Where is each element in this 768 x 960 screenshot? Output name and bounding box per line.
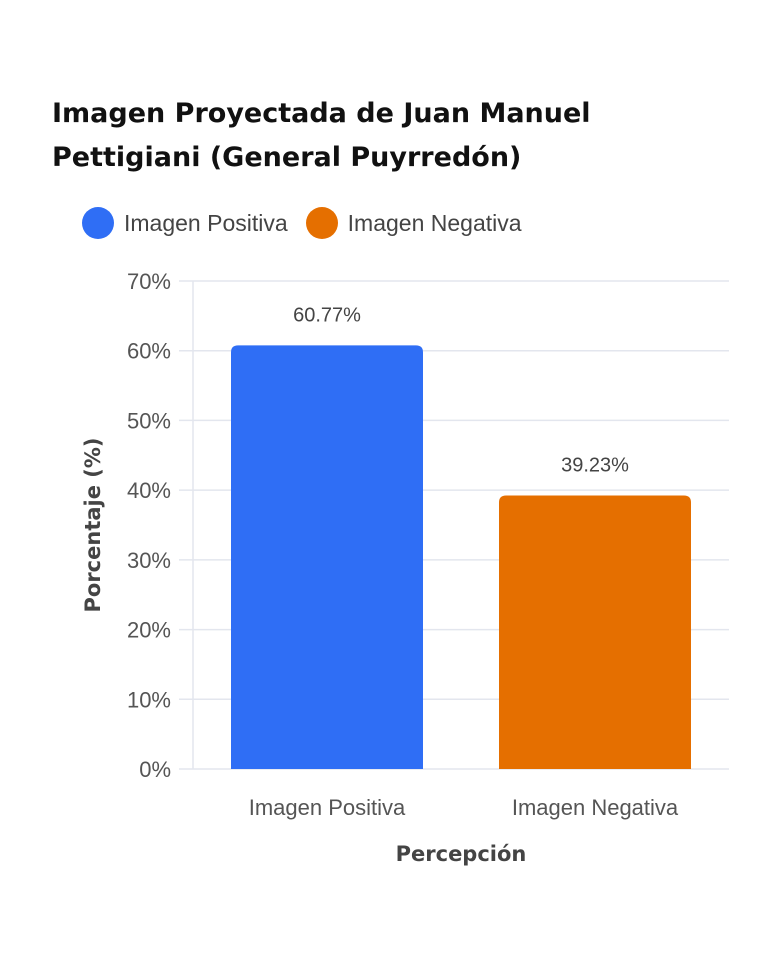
legend-label-positive: Imagen Positiva bbox=[124, 209, 288, 236]
x-tick-label: Imagen Positiva bbox=[249, 795, 406, 820]
y-tick-label: 10% bbox=[127, 687, 171, 712]
x-axis-ticks: Imagen Positiva Imagen Negativa bbox=[249, 795, 679, 820]
x-tick-label: Imagen Negativa bbox=[512, 795, 679, 820]
y-tick-label: 40% bbox=[127, 478, 171, 503]
y-axis-title: Porcentaje (%) bbox=[81, 437, 105, 612]
value-labels: 60.77% 39.23% bbox=[293, 304, 629, 476]
bar-value-label: 60.77% bbox=[293, 304, 361, 326]
bars bbox=[231, 345, 691, 769]
legend-swatch-negative bbox=[305, 207, 338, 239]
y-axis-ticks: 0% 10% 20% 30% 40% 50% 60% 70% bbox=[127, 269, 171, 782]
y-tick-label: 70% bbox=[127, 269, 171, 294]
y-tick-label: 20% bbox=[127, 618, 171, 643]
x-axis-title: Percepción bbox=[396, 842, 527, 866]
y-tick-label: 60% bbox=[127, 339, 171, 364]
bar-positive bbox=[231, 345, 423, 769]
chart-legend: Imagen Positiva Imagen Negativa bbox=[82, 207, 540, 239]
legend-item-negative: Imagen Negativa bbox=[305, 207, 522, 239]
bar-value-label: 39.23% bbox=[561, 455, 629, 477]
legend-label-negative: Imagen Negativa bbox=[347, 209, 522, 236]
y-tick-label: 30% bbox=[127, 548, 171, 573]
legend-swatch-positive bbox=[82, 207, 114, 239]
chart-title: Imagen Proyectada de Juan Manuel Pettigi… bbox=[52, 98, 591, 173]
y-tick-label: 50% bbox=[127, 408, 171, 433]
legend-item-positive: Imagen Positiva bbox=[82, 207, 288, 239]
y-tick-label: 0% bbox=[139, 757, 171, 782]
bar-negative bbox=[499, 495, 691, 769]
